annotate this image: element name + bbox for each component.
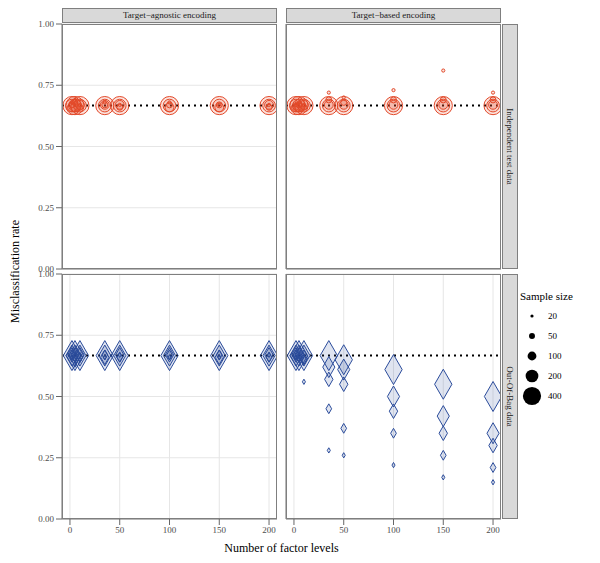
html-text:Target−agnostic encoding: Target−agnostic encoding — [123, 10, 216, 20]
svg-text:20: 20 — [548, 311, 558, 321]
svg-text:100: 100 — [548, 351, 562, 361]
svg-text:200: 200 — [548, 371, 562, 381]
svg-text:100: 100 — [387, 525, 401, 535]
svg-text:Out-Of-Bag data: Out-Of-Bag data — [505, 366, 515, 427]
svg-text:150: 150 — [213, 525, 227, 535]
svg-text:50: 50 — [339, 525, 349, 535]
svg-text:200: 200 — [262, 525, 276, 535]
svg-text:Independent test data: Independent test data — [505, 108, 515, 184]
svg-text:50: 50 — [115, 525, 125, 535]
svg-text:50: 50 — [548, 331, 558, 341]
svg-text:0: 0 — [68, 525, 73, 535]
svg-text:200: 200 — [486, 525, 500, 535]
html-text:Number of factor levels: Number of factor levels — [224, 541, 339, 555]
svg-text:1.00: 1.00 — [38, 269, 54, 279]
svg-text:0.00: 0.00 — [38, 514, 54, 524]
html-text:Sample size: Sample size — [520, 290, 573, 302]
svg-text:0.25: 0.25 — [38, 453, 54, 463]
svg-text:0.50: 0.50 — [38, 392, 54, 402]
svg-text:0: 0 — [292, 525, 297, 535]
svg-text:0.75: 0.75 — [38, 80, 54, 90]
svg-text:1.00: 1.00 — [38, 19, 54, 29]
svg-text:0.25: 0.25 — [38, 203, 54, 213]
html-text:Target−based encoding: Target−based encoding — [351, 10, 436, 20]
svg-text:Misclassification rate: Misclassification rate — [8, 220, 22, 323]
svg-text:400: 400 — [548, 391, 562, 401]
svg-text:0.50: 0.50 — [38, 142, 54, 152]
svg-text:150: 150 — [437, 525, 451, 535]
svg-text:100: 100 — [163, 525, 177, 535]
svg-text:0.75: 0.75 — [38, 330, 54, 340]
